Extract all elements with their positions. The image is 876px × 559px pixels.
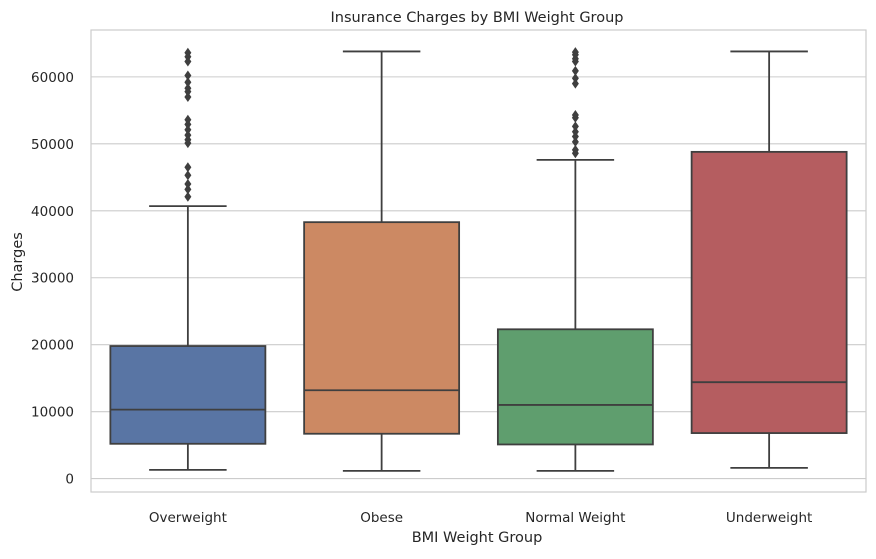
outlier-point [184,124,192,135]
y-tick-label: 40000 [31,204,74,220]
y-tick-label: 60000 [31,70,74,86]
box-group [109,47,267,471]
outlier-point [184,162,192,173]
outlier-point [571,110,579,121]
outlier-point [184,77,192,88]
outlier-point [571,136,579,147]
x-tick-label: Overweight [149,510,227,526]
plot-frame [90,29,867,493]
y-tick-label: 10000 [31,405,74,421]
y-tick-label: 20000 [31,338,74,354]
y-tick-label: 50000 [31,137,74,153]
outlier-point [571,144,579,155]
iqr-box [690,150,848,434]
outlier-point [184,47,192,58]
outlier-point [571,65,579,76]
x-tick-label: Obese [360,510,403,526]
y-axis-label: Charges [10,232,26,292]
box-group [496,47,654,472]
outlier-point [184,170,192,181]
boxes [109,47,848,472]
x-tick-labels: Overweight Obese Normal Weight Underweight [149,510,812,526]
outlier-point [184,91,192,102]
outlier-point [571,126,579,137]
outlier-point [184,191,192,202]
outlier-point [184,184,192,195]
outlier-point [571,73,579,84]
outlier-point [184,114,192,125]
iqr-box [109,345,267,445]
y-tick-labels: 0 10000 20000 30000 40000 50000 60000 [31,70,74,488]
outlier-point [571,47,579,58]
outlier-point [571,78,579,89]
outlier-point [184,70,192,81]
x-tick-label: Normal Weight [525,510,625,526]
box-group [690,50,848,469]
iqr-box [496,328,654,446]
y-tick-label: 0 [65,472,74,488]
outlier-point [184,83,192,94]
outlier-point [184,179,192,189]
iqr-box [303,221,461,435]
chart-title: Insurance Charges by BMI Weight Group [331,10,624,26]
box-group [303,50,461,472]
outlier-point [184,130,192,141]
y-tick-label: 30000 [31,271,74,287]
outlier-point [571,121,579,132]
x-tick-label: Underweight [726,510,812,526]
x-axis-label: BMI Weight Group [412,530,543,546]
